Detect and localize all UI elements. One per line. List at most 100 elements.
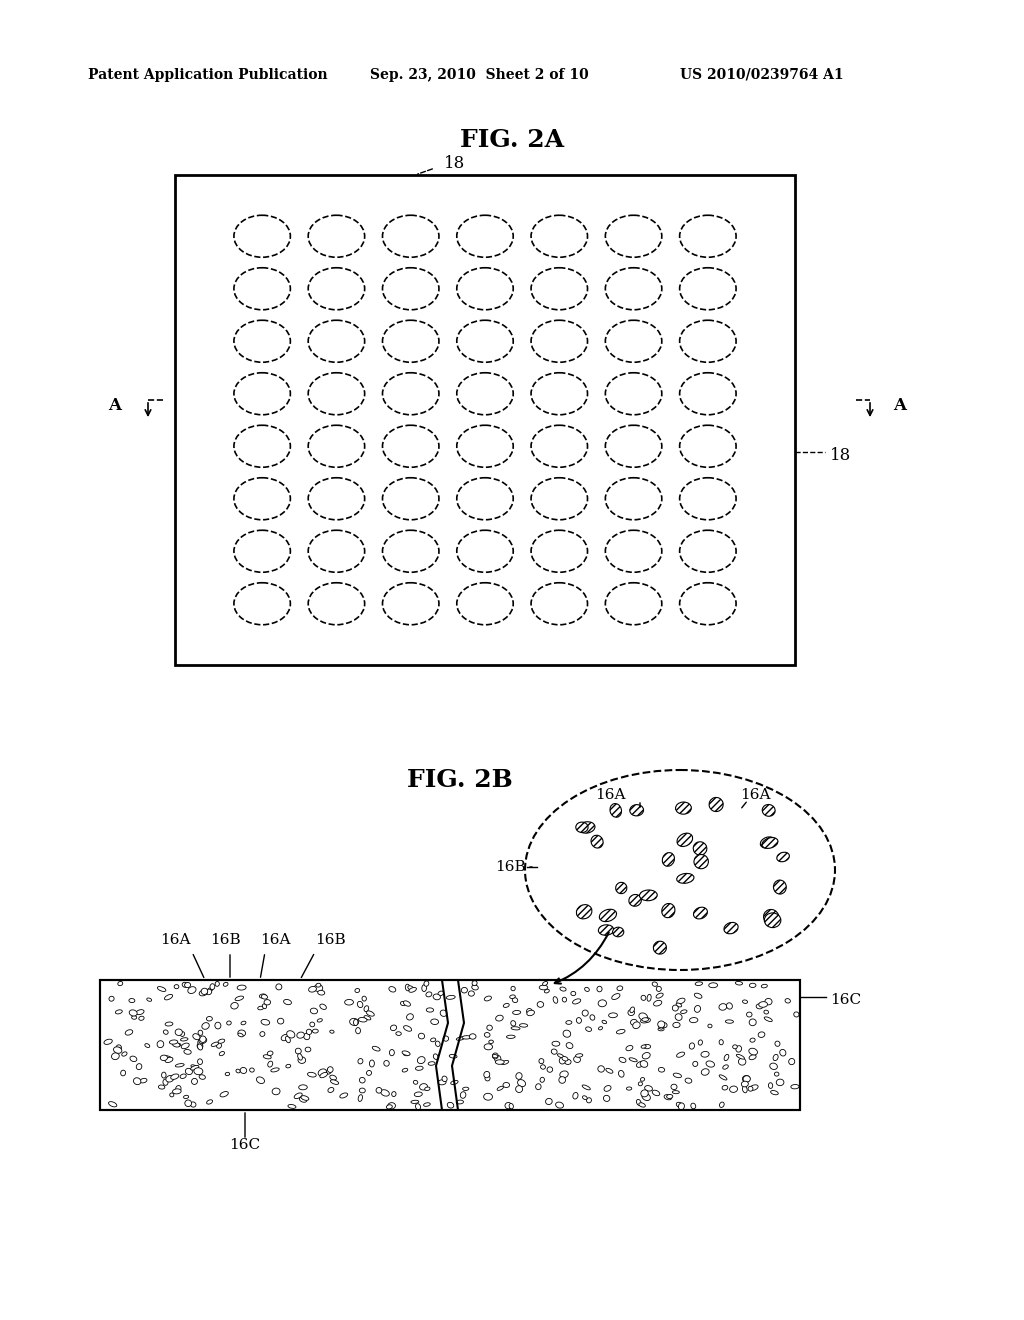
Ellipse shape [370, 1060, 375, 1067]
Ellipse shape [163, 1078, 168, 1085]
Text: 18: 18 [444, 154, 466, 172]
Ellipse shape [381, 1090, 389, 1096]
Ellipse shape [693, 842, 707, 855]
Ellipse shape [359, 1077, 366, 1082]
Ellipse shape [633, 1022, 640, 1028]
Ellipse shape [547, 1067, 553, 1072]
Ellipse shape [414, 1080, 418, 1084]
Ellipse shape [764, 913, 781, 928]
Ellipse shape [345, 999, 353, 1005]
Ellipse shape [286, 1036, 291, 1043]
Ellipse shape [184, 982, 190, 987]
Ellipse shape [591, 836, 603, 847]
Ellipse shape [233, 582, 291, 624]
Ellipse shape [495, 1056, 501, 1063]
Ellipse shape [288, 1105, 296, 1109]
Ellipse shape [675, 1014, 682, 1020]
Ellipse shape [770, 1063, 777, 1069]
Ellipse shape [164, 1056, 172, 1060]
Ellipse shape [310, 1022, 314, 1027]
Ellipse shape [723, 1065, 728, 1069]
Ellipse shape [193, 1034, 200, 1040]
Ellipse shape [208, 987, 213, 991]
Ellipse shape [298, 1053, 302, 1060]
Ellipse shape [469, 1034, 476, 1039]
Ellipse shape [180, 1038, 188, 1041]
Ellipse shape [389, 1049, 394, 1056]
Ellipse shape [194, 1068, 203, 1074]
Ellipse shape [531, 531, 588, 573]
Ellipse shape [299, 1097, 307, 1102]
Ellipse shape [531, 321, 588, 362]
Text: Sep. 23, 2010  Sheet 2 of 10: Sep. 23, 2010 Sheet 2 of 10 [370, 69, 589, 82]
Ellipse shape [570, 991, 575, 995]
Ellipse shape [493, 1053, 499, 1059]
Ellipse shape [773, 1055, 778, 1061]
Ellipse shape [181, 1043, 189, 1048]
Ellipse shape [560, 1071, 568, 1077]
Text: 16B: 16B [495, 861, 525, 874]
Ellipse shape [531, 215, 588, 257]
Ellipse shape [598, 1027, 602, 1030]
Ellipse shape [719, 1040, 723, 1044]
Ellipse shape [497, 1086, 504, 1090]
Ellipse shape [383, 268, 439, 310]
Ellipse shape [304, 1034, 310, 1040]
Ellipse shape [641, 995, 646, 1001]
Ellipse shape [611, 994, 620, 999]
Ellipse shape [297, 1032, 304, 1039]
Ellipse shape [433, 994, 440, 999]
Ellipse shape [563, 1030, 570, 1038]
Ellipse shape [400, 1002, 406, 1006]
Ellipse shape [171, 1074, 179, 1080]
Ellipse shape [552, 1051, 556, 1053]
Ellipse shape [488, 1040, 494, 1044]
Ellipse shape [175, 1064, 184, 1067]
Ellipse shape [616, 1030, 625, 1034]
Ellipse shape [327, 1068, 332, 1074]
Ellipse shape [191, 1078, 198, 1085]
Ellipse shape [513, 1011, 520, 1015]
Ellipse shape [653, 1001, 662, 1006]
Text: 16C: 16C [830, 993, 861, 1007]
Ellipse shape [457, 531, 513, 573]
Ellipse shape [383, 425, 439, 467]
Ellipse shape [218, 1039, 224, 1043]
Ellipse shape [743, 1076, 751, 1082]
Ellipse shape [316, 983, 321, 987]
Ellipse shape [175, 1043, 181, 1047]
Ellipse shape [587, 1098, 592, 1104]
Ellipse shape [525, 770, 835, 970]
Ellipse shape [736, 1055, 744, 1059]
Ellipse shape [640, 1060, 648, 1068]
Ellipse shape [750, 1038, 755, 1043]
Ellipse shape [658, 1068, 665, 1072]
Ellipse shape [225, 1072, 229, 1076]
Ellipse shape [367, 1071, 372, 1076]
Ellipse shape [355, 1027, 360, 1034]
Ellipse shape [170, 1093, 174, 1097]
Ellipse shape [724, 1055, 729, 1061]
Ellipse shape [258, 1006, 263, 1010]
Ellipse shape [364, 1015, 371, 1020]
Ellipse shape [396, 1032, 401, 1035]
Ellipse shape [526, 1010, 535, 1015]
Ellipse shape [230, 1002, 239, 1008]
Ellipse shape [761, 985, 767, 987]
Ellipse shape [629, 895, 641, 907]
Ellipse shape [202, 1023, 209, 1030]
Ellipse shape [496, 1060, 504, 1064]
Ellipse shape [256, 1077, 264, 1084]
Ellipse shape [677, 874, 694, 883]
Ellipse shape [236, 997, 244, 1001]
Ellipse shape [720, 1102, 724, 1107]
Ellipse shape [402, 1068, 408, 1072]
Ellipse shape [389, 986, 396, 993]
Ellipse shape [572, 999, 581, 1005]
Ellipse shape [501, 1060, 509, 1064]
Ellipse shape [184, 1049, 191, 1055]
Ellipse shape [640, 1077, 645, 1081]
Ellipse shape [238, 1030, 246, 1036]
Ellipse shape [172, 1043, 180, 1047]
Ellipse shape [308, 582, 365, 624]
